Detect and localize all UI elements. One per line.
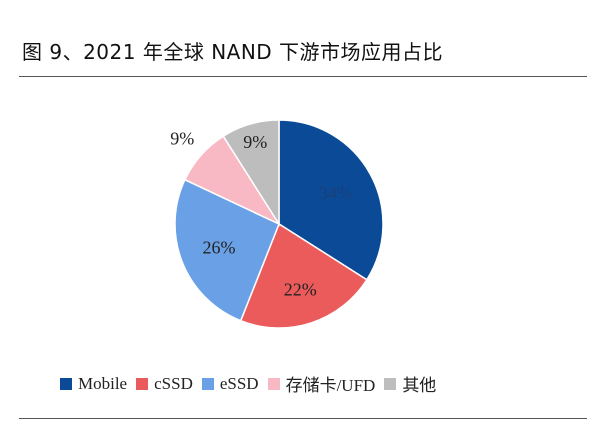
- legend-swatch: [201, 377, 214, 390]
- legend-item-3: eSSD: [201, 373, 259, 394]
- pie-slice-2: [239, 222, 368, 329]
- pie-slice-5: [222, 119, 280, 227]
- chart-title: 图 9、2021 年全球 NAND 下游市场应用占比: [22, 40, 444, 64]
- pie-data-labels: 34% 22% 26% 9% 9%: [170, 129, 352, 300]
- pie-label-4: 9%: [170, 129, 194, 149]
- top-divider: [19, 76, 587, 77]
- pie-label-3: 26%: [203, 238, 236, 258]
- legend-swatch: [267, 377, 280, 390]
- pie-label-2: 22%: [284, 279, 317, 299]
- legend-swatch: [384, 377, 397, 390]
- legend-swatch: [60, 377, 72, 390]
- legend-item-5: 其他: [384, 371, 436, 396]
- pie-label-1: 34%: [319, 183, 352, 203]
- legend-label: 存储卡/UFD: [285, 376, 376, 395]
- legend-item-1: Mobile: [60, 374, 127, 394]
- pie-slice-3: [174, 178, 280, 322]
- legend-label: 其他: [402, 376, 437, 395]
- legend-label: cSSD: [154, 373, 193, 393]
- legend-item-2: cSSD: [136, 374, 193, 394]
- pie-label-5: 9%: [243, 132, 267, 152]
- legend-label: eSSD: [219, 373, 259, 393]
- pie-slices: [174, 119, 384, 329]
- legend-item-4: 存储卡/UFD: [267, 371, 376, 396]
- chart-legend: Mobile cSSD eSSD 存储卡/UFD 其他: [60, 371, 436, 396]
- legend-label: Mobile: [78, 373, 128, 393]
- legend-swatch: [136, 377, 149, 390]
- bottom-divider: [19, 418, 587, 419]
